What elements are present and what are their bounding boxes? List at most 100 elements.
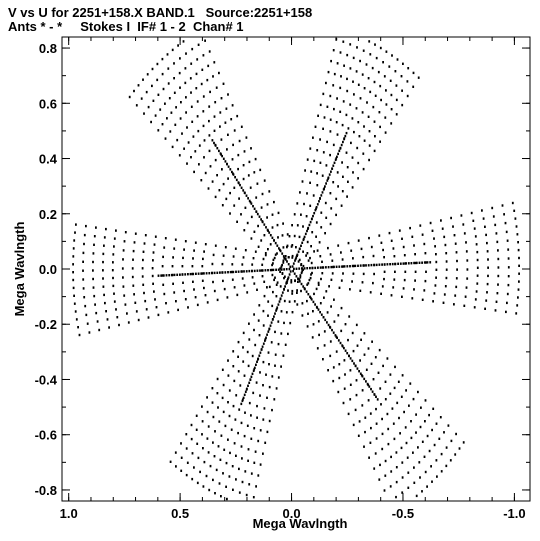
uv-point <box>319 197 321 200</box>
uv-point <box>383 75 386 78</box>
uv-point <box>286 260 288 263</box>
uv-point <box>316 347 319 350</box>
uv-point <box>246 221 249 225</box>
uv-point <box>272 258 275 262</box>
uv-point <box>319 138 321 141</box>
uv-point <box>359 97 362 100</box>
uv-point <box>443 431 445 434</box>
uv-point <box>314 125 317 128</box>
uv-point <box>122 285 125 288</box>
uv-point <box>352 264 355 268</box>
uv-point <box>408 404 410 407</box>
uv-point <box>492 215 495 218</box>
uv-point <box>203 286 205 290</box>
uv-point <box>252 257 255 260</box>
uv-point <box>349 43 352 46</box>
uv-point <box>276 244 279 247</box>
uv-point <box>219 458 222 461</box>
uv-point <box>179 86 181 89</box>
uv-point <box>456 268 458 271</box>
uv-point <box>379 125 381 129</box>
uv-point <box>458 447 461 450</box>
uv-point <box>497 249 499 252</box>
uv-point <box>308 223 311 227</box>
uv-point <box>306 252 309 255</box>
uv-point <box>238 491 241 494</box>
uv-point <box>362 49 365 52</box>
uv-point <box>259 269 261 272</box>
uv-point <box>244 206 247 209</box>
uv-point <box>323 116 326 119</box>
uv-point <box>245 493 248 497</box>
uv-point <box>496 292 499 295</box>
uv-point <box>286 279 289 282</box>
uv-point <box>279 270 281 273</box>
uv-point <box>380 241 383 244</box>
uv-point <box>268 419 271 423</box>
uv-point <box>391 54 393 57</box>
uv-point <box>280 310 283 313</box>
uv-point <box>232 350 235 353</box>
uv-point <box>267 269 269 272</box>
uv-point <box>255 196 258 199</box>
uv-point <box>241 399 244 403</box>
uv-point <box>279 248 281 252</box>
uv-point <box>465 241 467 244</box>
uv-point <box>327 323 330 327</box>
uv-point <box>325 182 327 185</box>
uv-point <box>193 466 195 469</box>
uv-point <box>417 446 419 449</box>
uv-point <box>331 167 334 170</box>
uv-point <box>444 243 447 247</box>
uv-point <box>289 265 292 268</box>
uv-point <box>336 133 339 136</box>
uv-point <box>267 300 270 303</box>
uv-point <box>381 432 384 436</box>
uv-point <box>113 245 115 248</box>
uv-point <box>185 52 187 55</box>
uv-point <box>161 72 164 76</box>
uv-point <box>269 268 272 272</box>
uv-point <box>212 75 214 78</box>
uv-point <box>190 156 192 159</box>
uv-point <box>321 191 324 194</box>
uv-point <box>391 262 394 266</box>
uv-point <box>244 390 247 393</box>
uv-point <box>351 186 354 189</box>
uv-point <box>201 405 203 408</box>
uv-point <box>418 261 421 264</box>
uv-point <box>203 272 205 275</box>
uv-point <box>339 341 342 345</box>
uv-point <box>277 303 280 306</box>
uv-point <box>375 422 378 425</box>
uv-point <box>214 430 216 433</box>
uv-point <box>329 340 332 343</box>
uv-point <box>325 216 328 219</box>
uv-point <box>436 475 438 478</box>
uv-point <box>229 168 232 171</box>
uv-point <box>313 292 315 296</box>
uv-point <box>342 140 344 144</box>
uv-point <box>201 420 204 423</box>
uv-point <box>342 175 344 178</box>
uv-point <box>271 226 274 229</box>
uv-point <box>370 245 373 249</box>
uv-point <box>443 293 446 296</box>
uv-point <box>104 301 106 305</box>
uv-point <box>287 276 290 279</box>
uv-point <box>303 287 306 290</box>
uv-point <box>207 187 210 190</box>
uv-point <box>326 140 328 144</box>
uv-point <box>269 234 272 237</box>
uv-point <box>419 476 421 479</box>
uv-point <box>214 101 217 104</box>
uv-point <box>243 284 246 287</box>
uv-point <box>182 256 184 260</box>
uv-point <box>517 248 520 252</box>
uv-point <box>142 250 145 253</box>
uv-point <box>115 308 117 311</box>
uv-point <box>234 418 237 421</box>
uv-point <box>214 143 217 147</box>
uv-point <box>373 120 376 123</box>
uv-point <box>243 150 246 153</box>
